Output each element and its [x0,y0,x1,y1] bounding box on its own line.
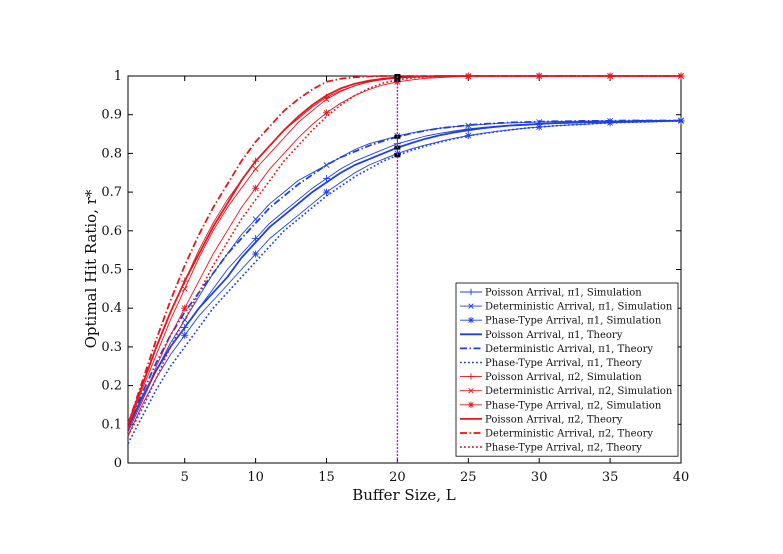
legend-item: Poisson Arrival, π2, Theory [460,414,623,425]
legend-item: Deterministic Arrival, π1, Simulation [460,302,673,313]
legend: Poisson Arrival, π1, Simulation Determini… [455,282,679,457]
data-point-marker [181,277,189,285]
legend-label: Poisson Arrival, π2, Theory [485,414,623,425]
data-point-marker [535,123,543,131]
data-point-marker [677,117,685,125]
data-point-marker [464,132,472,140]
intersection-marker [394,153,401,158]
y-tick-label: 0.4 [101,301,122,316]
legend-item: Deterministic Arrival, π2, Theory [460,429,653,440]
legend-item: Deterministic Arrival, π1, Theory [460,344,653,355]
axis-tick-labels: 5 10 15 20 25 30 35 40 0 0.1 0.2 0.3 0.4 0.5 0.6 0.7 0.8… [101,69,689,485]
data-point-marker [252,157,260,165]
x-tick-label: 35 [602,470,619,485]
data-point-marker [252,216,259,223]
data-point-marker [181,304,189,312]
data-point-marker [323,109,331,117]
y-tick-label: 0.8 [101,146,122,161]
y-tick-label: 0.7 [101,185,122,200]
y-axis-label: Optimal Hit Ratio, r* [82,189,100,348]
y-tick-label: 0.1 [101,417,122,432]
series-markers-group [181,72,685,312]
legend-item: Phase-Type Arrival, π1, Theory [460,358,642,369]
legend-label: Deterministic Arrival, π1, Simulation [485,302,673,313]
legend-label: Deterministic Arrival, π2, Theory [485,429,653,440]
data-point-marker [181,324,189,332]
legend-item: Phase-Type Arrival, π2, Simulation [460,400,662,411]
series-line [127,120,682,444]
legend-label: Phase-Type Arrival, π1, Simulation [485,316,662,327]
y-tick-label: 0.3 [101,340,122,355]
y-tick-label: 0.6 [101,224,122,239]
legend-label: Poisson Arrival, π1, Theory [485,330,623,341]
y-tick-label: 0.9 [101,108,122,123]
legend-item: Deterministic Arrival, π2, Simulation [460,386,673,397]
data-point-marker [181,285,188,292]
x-tick-label: 25 [460,470,477,485]
series-curves [127,75,682,444]
series-markers-group [181,117,685,339]
data-point-marker [181,316,188,323]
legend-label: Poisson Arrival, π2, Simulation [485,372,642,383]
legend-label: Deterministic Arrival, π1, Theory [485,344,653,355]
data-point-marker [464,72,472,80]
legend-label: Poisson Arrival, π1, Simulation [485,288,642,299]
data-point-marker [323,96,330,103]
series-line [127,119,681,429]
data-point-marker [252,250,260,258]
data-point-marker [606,119,614,127]
legend-item: Poisson Arrival, π1, Simulation [460,288,642,299]
x-tick-label: 10 [247,470,264,485]
x-tick-label: 15 [318,470,335,485]
data-point-marker [252,235,260,243]
x-tick-label: 5 [181,470,189,485]
y-tick-label: 0.5 [101,263,122,278]
data-point-marker [464,125,472,133]
x-axis-label: Buffer Size, L [352,486,456,504]
data-point-marker [535,72,543,80]
legend-label: Deterministic Arrival, π2, Simulation [485,386,673,397]
legend-item: Phase-Type Arrival, π2, Theory [460,443,642,454]
series-line [127,120,681,429]
legend-item: Poisson Arrival, π1, Theory [460,330,623,341]
series-line [127,75,681,425]
legend-item: Phase-Type Arrival, π1, Simulation [460,316,662,327]
y-tick-label: 1 [114,69,122,84]
legend-label: Phase-Type Arrival, π2, Simulation [485,400,662,411]
data-point-marker [465,122,472,129]
legend-label: Phase-Type Arrival, π1, Theory [485,358,642,369]
data-point-marker [252,165,259,172]
data-point-marker [323,188,331,196]
legend-box [455,282,679,457]
data-point-marker [323,162,330,168]
y-tick-label: 0.2 [101,379,122,394]
x-tick-label: 40 [673,470,690,485]
data-point-marker [606,72,614,80]
y-tick-label: 0 [114,456,122,471]
legend-item: Poisson Arrival, π2, Simulation [460,372,642,383]
data-point-marker [536,119,543,125]
data-point-marker [323,175,331,183]
data-point-marker [677,72,685,80]
legend-label: Phase-Type Arrival, π2, Theory [485,443,642,454]
series-line [127,75,681,437]
data-point-marker [252,184,260,192]
x-tick-label: 20 [389,470,406,485]
data-point-marker [181,331,189,339]
x-tick-label: 30 [531,470,548,485]
